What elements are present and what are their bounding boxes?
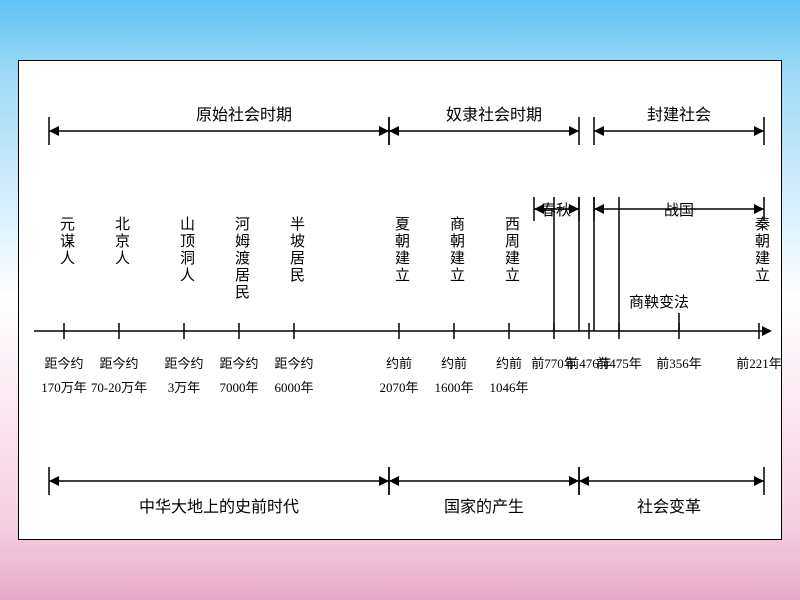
event-date-2: 3万年 <box>168 377 201 396</box>
event-date-2: 1600年 <box>434 377 473 396</box>
top-period-label: 原始社会时期 <box>196 101 292 125</box>
event-date-1: 前475年 <box>596 353 642 372</box>
top-period-label: 封建社会 <box>647 101 711 125</box>
bottom-period-label: 社会变革 <box>637 493 701 517</box>
event-label: 半坡居民 <box>286 216 307 284</box>
event-date-1: 约前 <box>496 353 522 372</box>
event-date-1: 距今约 <box>219 353 258 372</box>
bottom-period-label: 国家的产生 <box>444 493 524 517</box>
event-date-2: 170万年 <box>41 377 87 396</box>
event-date-1: 前356年 <box>656 353 702 372</box>
event-date-1: 距今约 <box>44 353 83 372</box>
inner-period-label: 春秋 <box>541 199 571 220</box>
event-date-2: 1046年 <box>489 377 528 396</box>
event-date-2: 70-20万年 <box>91 377 147 396</box>
event-label: 北京人 <box>111 216 132 267</box>
event-label: 秦朝建立 <box>751 216 772 284</box>
event-date-1: 约前 <box>441 353 467 372</box>
event-date-1: 距今约 <box>99 353 138 372</box>
event-date-2: 6000年 <box>274 377 313 396</box>
event-date-2: 7000年 <box>219 377 258 396</box>
event-label: 夏朝建立 <box>391 216 412 284</box>
event-date-1: 约前 <box>386 353 412 372</box>
bottom-period-label: 中华大地上的史前时代 <box>139 493 299 517</box>
event-label: 西周建立 <box>501 216 522 284</box>
top-period-label: 奴隶社会时期 <box>446 101 542 125</box>
event-label: 山顶洞人 <box>176 216 197 284</box>
timeline-panel: 元谋人距今约 170万年 北京人距今约 70-20万年 山顶洞人距今约 3万年 河姆渡居民距… <box>18 60 782 540</box>
event-date-1: 前221年 <box>736 353 782 372</box>
inner-period-label: 战国 <box>664 199 694 220</box>
event-date-2: 2070年 <box>379 377 418 396</box>
event-label: 河姆渡居民 <box>231 216 252 301</box>
event-date-1: 距今约 <box>274 353 313 372</box>
event-label: 元谋人 <box>56 216 77 267</box>
shangyang-label: 商鞅变法 <box>629 291 689 312</box>
event-date-1: 距今约 <box>164 353 203 372</box>
event-label: 商朝建立 <box>446 216 467 284</box>
